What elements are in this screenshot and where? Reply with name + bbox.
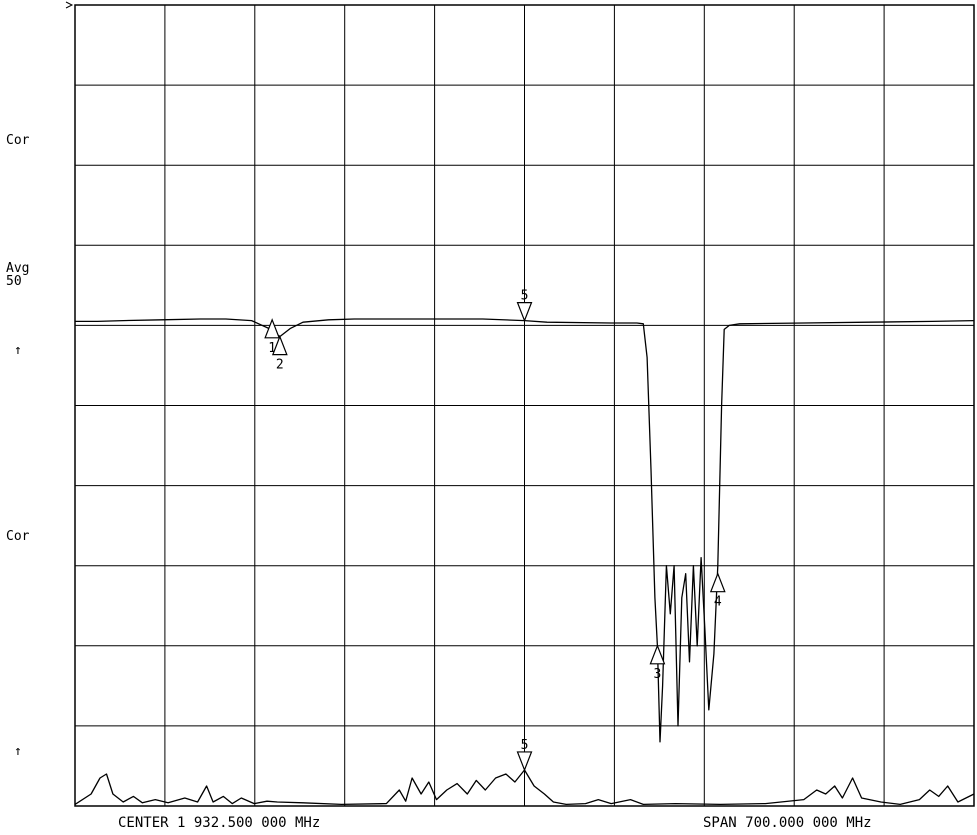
marker-3-triangle-icon <box>649 644 666 665</box>
marker-5-label: 5 <box>521 738 529 753</box>
marker-3-label: 3 <box>654 667 662 682</box>
channel-1-reference-arrow-icon: ↑ <box>14 343 22 358</box>
marker-1-label: 1 <box>268 341 276 356</box>
marker-2-triangle-icon <box>271 334 288 356</box>
span-readout: SPAN 700.000 000 MHz <box>703 815 872 831</box>
marker-4-label: 4 <box>714 595 722 610</box>
marker-2-label: 2 <box>276 358 284 373</box>
channel-1-correction-label: Cor <box>6 133 30 148</box>
marker-1-triangle-icon <box>264 318 281 339</box>
marker-5-triangle-icon <box>516 751 533 772</box>
channel-2-reference-arrow-icon: ↑ <box>14 744 22 759</box>
marker-layer: 12 3 4 5 5 <box>264 289 726 772</box>
marker-4-triangle-icon <box>709 572 726 593</box>
averaging-factor: 50 <box>6 274 22 289</box>
marker-5-label: 5 <box>521 289 529 304</box>
trace-channel-2 <box>74 769 975 806</box>
center-frequency-readout: CENTER 1 932.500 000 MHz <box>118 815 321 831</box>
marker-5-triangle-icon <box>516 301 533 323</box>
reference-marker-icon <box>65 1 74 9</box>
graticule <box>74 4 975 807</box>
channel-2-correction-label: Cor <box>6 529 30 544</box>
averaging-label: Avg <box>6 261 30 276</box>
